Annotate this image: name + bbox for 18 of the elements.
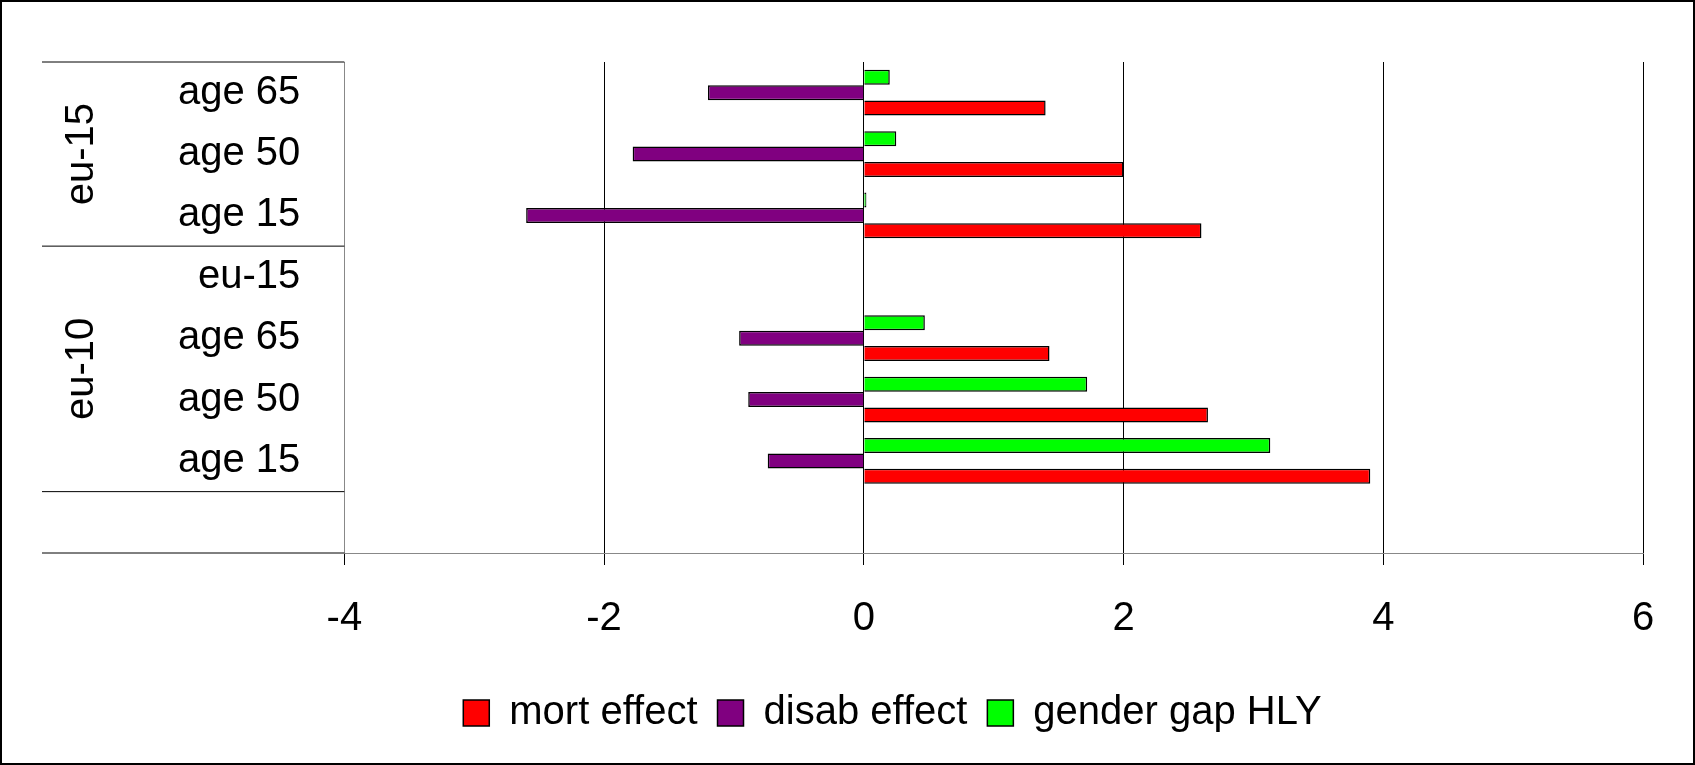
x-tick-label: 4	[1372, 594, 1395, 639]
text: eu-15	[57, 102, 102, 206]
x-tick-label: 0	[852, 594, 875, 639]
legend-label: disab effect	[763, 688, 968, 733]
y-tick-label: age 50	[178, 129, 301, 174]
x-tick-label: 2	[1112, 594, 1135, 639]
legend-label: mort effect	[509, 688, 698, 733]
x-tick-label: -2	[586, 594, 622, 639]
y-tick-label: eu-15	[198, 251, 301, 296]
y-tick-label: age 50	[178, 374, 301, 419]
y-tick-label: age 15	[178, 190, 301, 235]
y-tick-label: age 65	[178, 313, 301, 358]
legend-label: gender gap HLY	[1033, 688, 1322, 733]
y-tick-label: age 65	[178, 67, 301, 112]
x-tick-label: -4	[326, 594, 363, 639]
y-tick-label: age 15	[178, 435, 301, 480]
text: eu-10	[57, 317, 102, 421]
x-tick-label: 6	[1631, 594, 1655, 639]
